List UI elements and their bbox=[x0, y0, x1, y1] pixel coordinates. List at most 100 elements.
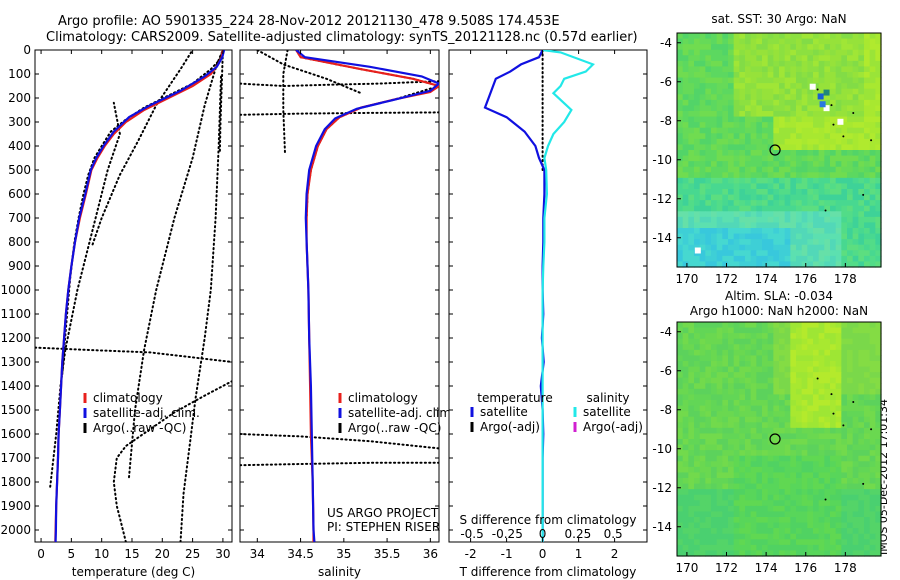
sst_map-cell bbox=[835, 77, 842, 84]
sla_map-cell bbox=[688, 472, 695, 479]
sst_map-cell bbox=[677, 66, 684, 73]
sla_map-cell bbox=[682, 489, 689, 496]
sst_map-cell bbox=[875, 77, 882, 84]
sst_map-cell bbox=[767, 194, 774, 201]
sla_map-cell bbox=[784, 544, 791, 552]
salinity-series-group bbox=[240, 50, 439, 542]
sst_map-cell bbox=[756, 228, 763, 235]
sla_map-cell bbox=[864, 394, 871, 401]
sst_map-cell bbox=[733, 122, 740, 129]
sst_map-cell bbox=[699, 255, 706, 263]
sla_map-cell bbox=[864, 466, 871, 474]
sla_map-cell bbox=[852, 372, 859, 379]
sst_map-cell bbox=[767, 133, 774, 140]
sst_map-cell bbox=[818, 244, 825, 251]
sla_map-cell bbox=[677, 361, 684, 368]
sst_map-cell bbox=[779, 172, 786, 179]
sla_map-cell bbox=[733, 405, 740, 412]
sla_map-cell bbox=[716, 550, 723, 557]
sst_map-cell bbox=[705, 66, 712, 73]
sst_map-cell bbox=[779, 133, 786, 140]
sla_map-cell bbox=[773, 522, 780, 529]
sst_map-cell bbox=[705, 189, 712, 196]
sla_map-cell bbox=[818, 344, 825, 351]
sst_map-cell bbox=[677, 33, 684, 40]
sst_map-cell bbox=[835, 105, 842, 112]
sst_map-cell bbox=[682, 105, 689, 112]
sla_map-cell bbox=[796, 372, 803, 379]
sla_map-cell bbox=[841, 349, 848, 357]
sst_map-cell bbox=[722, 49, 729, 56]
sla_map-cell bbox=[824, 550, 831, 557]
sst_map-cell bbox=[750, 200, 757, 207]
sla_map-cell bbox=[745, 355, 752, 362]
sst_map-cell bbox=[767, 166, 774, 173]
sst_map-cell bbox=[762, 200, 769, 207]
sla_map-cell bbox=[745, 522, 752, 529]
sla_map-cell bbox=[807, 539, 814, 546]
sst_map-cell bbox=[716, 222, 723, 229]
sla_map-cell bbox=[773, 528, 780, 535]
sst_map-cell bbox=[847, 49, 854, 56]
sst_map-cell bbox=[711, 111, 718, 118]
sla_map-cell bbox=[705, 455, 712, 462]
sla_map-cell bbox=[824, 461, 831, 468]
sst_map-cell bbox=[682, 255, 689, 263]
sst_map-cell bbox=[705, 122, 712, 129]
sst_map-cell bbox=[677, 55, 684, 62]
sla_map-cell bbox=[767, 533, 774, 540]
sla_map-cell bbox=[677, 478, 684, 485]
sst_map-cell bbox=[694, 49, 701, 56]
sla_map-cell bbox=[807, 327, 814, 334]
sla_map-island-dot bbox=[852, 400, 855, 403]
sst_map-cell bbox=[739, 44, 746, 51]
sst_map-cell bbox=[688, 205, 695, 212]
sst_map-cell bbox=[694, 99, 701, 107]
sst_map-cell bbox=[813, 49, 820, 56]
sla_map-cell bbox=[813, 511, 820, 518]
sla_map-cell bbox=[688, 405, 695, 412]
sst_map-cell bbox=[852, 216, 859, 224]
sla_map-cell bbox=[807, 511, 814, 518]
sst_map-cell bbox=[745, 116, 752, 123]
sla_map-cell bbox=[864, 344, 871, 351]
sla_map-cell bbox=[835, 433, 842, 440]
sst_map-cell bbox=[835, 83, 842, 90]
sst_map-cell bbox=[773, 44, 780, 51]
sla_map-cell bbox=[688, 494, 695, 501]
depth-tick-label: 700 bbox=[8, 211, 31, 225]
sst_map-cell bbox=[869, 172, 876, 179]
sst_map-cell bbox=[694, 133, 701, 140]
sla_map-cell bbox=[852, 433, 859, 440]
sst_map-cell bbox=[739, 127, 746, 134]
sla_map-cell bbox=[722, 388, 729, 396]
sst_map-cell bbox=[722, 66, 729, 73]
sst_map-cell bbox=[779, 250, 786, 257]
sla_map-cell bbox=[818, 433, 825, 440]
sla_map-cell bbox=[784, 494, 791, 501]
sla_map-cell bbox=[745, 344, 752, 351]
sst_map-cell bbox=[858, 77, 865, 84]
temperature-xlabel: temperature (deg C) bbox=[72, 565, 195, 579]
sla_map-cell bbox=[756, 433, 763, 440]
sla_map-cell bbox=[688, 461, 695, 468]
sla_map-cell bbox=[835, 494, 842, 501]
sst_map-cell bbox=[762, 99, 769, 107]
sst_map-cell bbox=[841, 194, 848, 201]
sla_map-cell bbox=[807, 444, 814, 451]
sst_map-cell bbox=[824, 228, 831, 235]
sla_map-cell bbox=[835, 422, 842, 429]
sla_map-cell bbox=[728, 433, 735, 440]
sst_map-cell bbox=[858, 211, 865, 218]
sst_map-cell bbox=[835, 205, 842, 212]
sst_map-cell bbox=[773, 133, 780, 140]
sla_map-cell bbox=[750, 411, 757, 418]
sst_map-cell bbox=[875, 88, 882, 95]
sla_map-cell bbox=[750, 377, 757, 384]
sst_map-cell bbox=[818, 83, 825, 90]
sst_map-cell bbox=[779, 205, 786, 212]
sla_map-cell bbox=[818, 444, 825, 451]
sla_map-cell bbox=[875, 461, 882, 468]
sla_map-cell bbox=[779, 377, 786, 384]
sla_map-cell bbox=[728, 539, 735, 546]
